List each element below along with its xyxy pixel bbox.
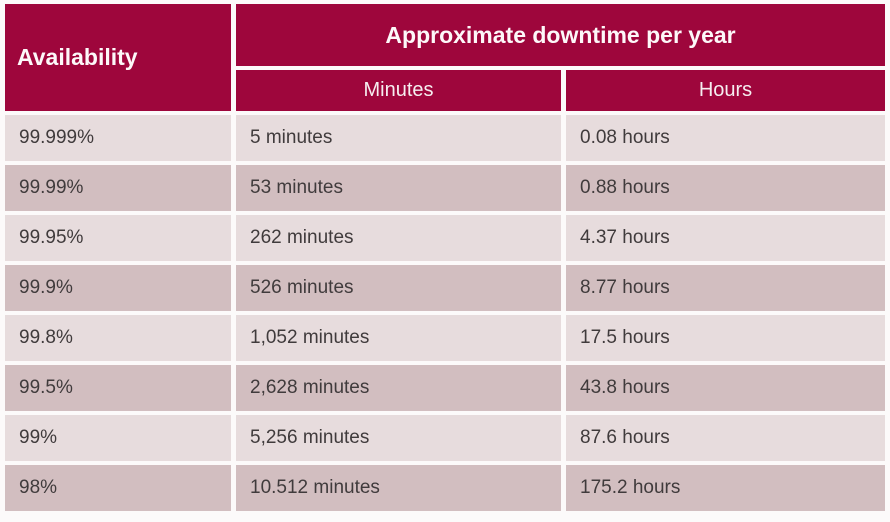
table-row: 99.99% 53 minutes 0.88 hours — [5, 165, 886, 211]
minutes-cell: 526 minutes — [236, 265, 561, 311]
hours-cell: 17.5 hours — [566, 315, 886, 361]
availability-cell: 99.8% — [5, 315, 231, 361]
availability-cell: 99% — [5, 415, 231, 461]
minutes-cell: 5 minutes — [236, 115, 561, 161]
hours-cell: 87.6 hours — [566, 415, 886, 461]
table-row: 98% 10.512 minutes 175.2 hours — [5, 465, 886, 511]
availability-cell: 99.9% — [5, 265, 231, 311]
availability-cell: 99.95% — [5, 215, 231, 261]
minutes-cell: 10.512 minutes — [236, 465, 561, 511]
header-row-main: Availability Approximate downtime per ye… — [5, 4, 886, 111]
table-row: 99.8% 1,052 minutes 17.5 hours — [5, 315, 886, 361]
availability-cell: 99.999% — [5, 115, 231, 161]
availability-header-cell: Availability — [5, 4, 231, 111]
minutes-cell: 1,052 minutes — [236, 315, 561, 361]
hours-cell: 0.08 hours — [566, 115, 886, 161]
downtime-header-cell: Approximate downtime per year — [236, 4, 886, 66]
hours-cell: 43.8 hours — [566, 365, 886, 411]
header-row-sub: Minutes Hours — [5, 70, 886, 111]
hours-header-cell: Hours — [566, 70, 886, 111]
minutes-cell: 262 minutes — [236, 215, 561, 261]
table-row: 99.9% 526 minutes 8.77 hours — [5, 265, 886, 311]
table-row: 99.5% 2,628 minutes 43.8 hours — [5, 365, 886, 411]
hours-cell: 175.2 hours — [566, 465, 886, 511]
minutes-cell: 53 minutes — [236, 165, 561, 211]
table-row: 99.95% 262 minutes 4.37 hours — [5, 215, 886, 261]
availability-cell: 98% — [5, 465, 231, 511]
minutes-header-cell: Minutes — [236, 70, 561, 111]
hours-cell: 8.77 hours — [566, 265, 886, 311]
minutes-cell: 2,628 minutes — [236, 365, 561, 411]
availability-cell: 99.5% — [5, 365, 231, 411]
availability-cell: 99.99% — [5, 165, 231, 211]
minutes-cell: 5,256 minutes — [236, 415, 561, 461]
hours-cell: 4.37 hours — [566, 215, 886, 261]
hours-cell: 0.88 hours — [566, 165, 886, 211]
table-row: 99.999% 5 minutes 0.08 hours — [5, 115, 886, 161]
table-row: 99% 5,256 minutes 87.6 hours — [5, 415, 886, 461]
